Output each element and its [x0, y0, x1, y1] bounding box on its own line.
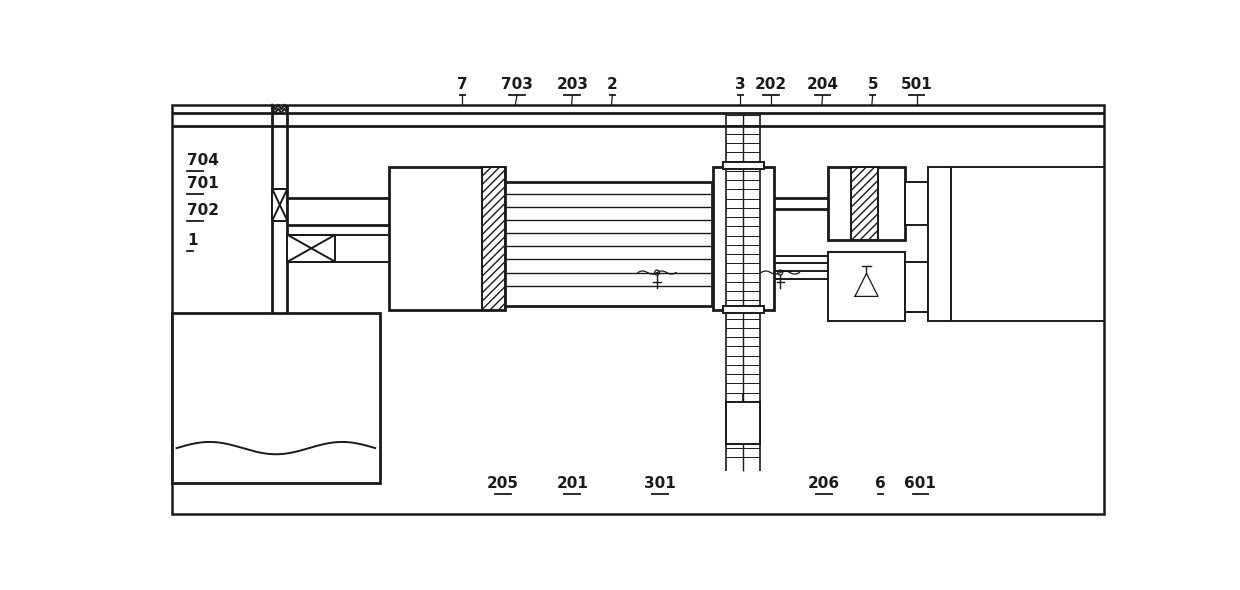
Text: 703: 703 — [501, 77, 533, 93]
Bar — [905, 182, 928, 225]
Text: 203: 203 — [557, 77, 588, 93]
Bar — [723, 306, 764, 313]
Text: 3: 3 — [735, 77, 745, 93]
Text: 202: 202 — [755, 77, 787, 93]
Bar — [723, 162, 764, 169]
Text: 205: 205 — [487, 476, 520, 491]
Text: 701: 701 — [187, 176, 219, 191]
Text: 301: 301 — [645, 476, 676, 491]
Text: 2: 2 — [608, 77, 618, 93]
Bar — [272, 189, 288, 221]
Bar — [828, 167, 905, 240]
Bar — [172, 313, 379, 483]
Text: 204: 204 — [806, 77, 838, 93]
Bar — [481, 167, 505, 310]
Text: 6: 6 — [875, 476, 885, 491]
Bar — [172, 106, 1104, 513]
Bar — [288, 235, 335, 262]
Text: 5: 5 — [867, 77, 878, 93]
Bar — [389, 167, 505, 310]
Text: 704: 704 — [187, 153, 219, 168]
Bar — [905, 262, 928, 312]
Bar — [481, 167, 505, 310]
Bar — [851, 167, 878, 240]
Bar — [851, 167, 878, 240]
Bar — [828, 252, 905, 321]
Text: 501: 501 — [900, 77, 932, 93]
Text: 206: 206 — [808, 476, 841, 491]
Text: 1: 1 — [187, 233, 198, 248]
Bar — [928, 167, 951, 321]
Text: 201: 201 — [557, 476, 588, 491]
Bar — [713, 167, 774, 310]
Bar — [727, 402, 760, 444]
Text: 702: 702 — [187, 203, 219, 218]
Text: 7: 7 — [456, 77, 467, 93]
Bar — [505, 182, 713, 306]
Text: 601: 601 — [904, 476, 936, 491]
